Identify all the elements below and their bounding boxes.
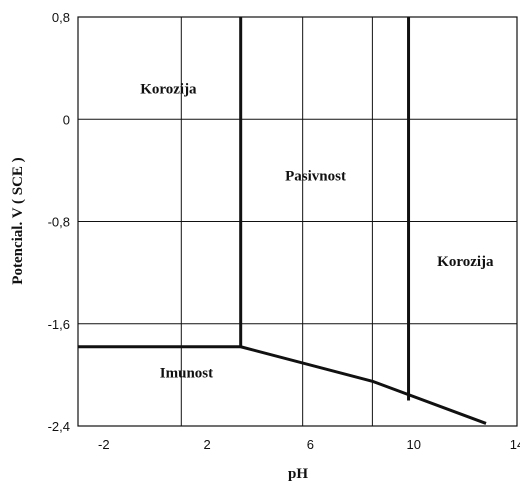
x-tick-label: 2 — [204, 437, 211, 452]
boundary-lines — [78, 17, 487, 425]
region-labels: Korozija Pasivnost Korozija Imunost — [140, 82, 494, 382]
region-label: Pasivnost — [285, 169, 346, 185]
region-label: Imunost — [160, 365, 213, 381]
y-tick-label: -0,8 — [48, 215, 70, 230]
grid-lines — [78, 17, 517, 426]
y-tick-label: -1,6 — [48, 317, 70, 332]
region-label: Korozija — [140, 82, 197, 98]
x-tick-label: 10 — [406, 437, 420, 452]
x-tick-label: 6 — [307, 437, 314, 452]
immunity-boundary — [78, 345, 487, 425]
x-tick-label: 14 — [510, 437, 520, 452]
y-axis-title: Potencial. V ( SCE ) — [10, 157, 26, 284]
x-tick-label: -2 — [98, 437, 110, 452]
y-tick-labels: 0,8 0 -0,8 -1,6 -2,4 — [48, 10, 70, 434]
y-tick-label: -2,4 — [48, 419, 70, 434]
y-tick-label: 0,8 — [52, 10, 70, 25]
y-tick-label: 0 — [63, 112, 70, 127]
x-tick-labels: -2 2 6 10 14 — [98, 437, 520, 452]
region-label: Korozija — [437, 254, 494, 270]
x-axis-title: pH — [288, 466, 308, 482]
plot-frame — [77, 16, 518, 427]
